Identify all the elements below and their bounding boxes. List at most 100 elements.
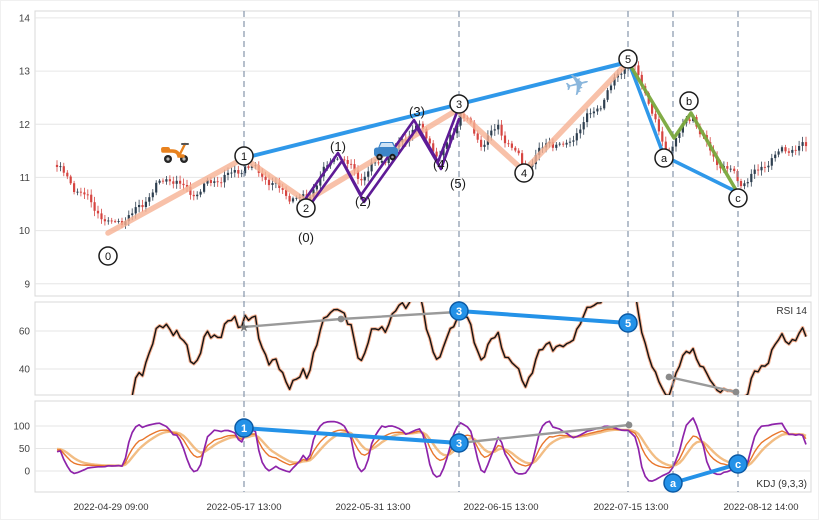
candle-body bbox=[784, 147, 787, 152]
kdj-blue-connector-2[interactable] bbox=[671, 462, 740, 485]
price-panel[interactable] bbox=[34, 10, 812, 297]
candle-body bbox=[179, 180, 182, 184]
scooter-icon-part[interactable] bbox=[161, 149, 185, 158]
subwave-label-0: (0) bbox=[298, 230, 314, 245]
car-icon[interactable] bbox=[374, 142, 398, 161]
candle-body bbox=[370, 162, 373, 172]
rsi-dot-marker-0[interactable] bbox=[337, 315, 345, 323]
kdj-marker-a[interactable]: a bbox=[663, 473, 683, 493]
rsi-blue-connector[interactable] bbox=[457, 309, 630, 325]
wave-marker-3[interactable]: 3 bbox=[449, 94, 469, 114]
kdj-marker-a-part[interactable] bbox=[663, 473, 683, 493]
rsi-dot-marker-1[interactable] bbox=[665, 373, 673, 381]
car-icon-part[interactable] bbox=[379, 143, 395, 147]
candle-body bbox=[770, 158, 773, 166]
candle-body bbox=[100, 213, 103, 220]
rsi-marker-3-part[interactable] bbox=[449, 301, 469, 321]
car-icon-part[interactable] bbox=[378, 155, 381, 159]
candle-body bbox=[380, 160, 383, 163]
candle-body bbox=[746, 182, 749, 184]
rsi-star-marker[interactable]: ★ bbox=[238, 320, 250, 335]
candle-body bbox=[387, 158, 390, 163]
wave-marker-a[interactable]: a bbox=[654, 148, 674, 168]
car-icon-part[interactable] bbox=[391, 155, 394, 159]
wave-marker-0[interactable]: 0 bbox=[98, 246, 118, 266]
scooter-icon[interactable] bbox=[161, 142, 189, 163]
wave-marker-3-part[interactable] bbox=[449, 94, 469, 114]
correction-abc-green-line[interactable] bbox=[628, 63, 738, 192]
kdj-gray-connector[interactable] bbox=[457, 423, 631, 445]
candle-body bbox=[688, 119, 691, 122]
kdj-marker-3-part[interactable] bbox=[449, 433, 469, 453]
candle-body bbox=[377, 162, 380, 164]
kdj-blue-connector-1[interactable] bbox=[242, 426, 461, 445]
scooter-icon-part[interactable] bbox=[178, 142, 187, 156]
kdj-panel[interactable] bbox=[34, 400, 812, 493]
rsi-marker-3[interactable]: 3 bbox=[449, 301, 469, 321]
wave-marker-5-part[interactable] bbox=[618, 49, 638, 69]
rsi-gray-connector-2[interactable] bbox=[667, 375, 738, 394]
wave-marker-4-part[interactable] bbox=[514, 163, 534, 183]
wave-marker-a-part[interactable] bbox=[654, 148, 674, 168]
candle-body bbox=[654, 113, 657, 120]
kdj-marker-3[interactable]: 3 bbox=[449, 433, 469, 453]
candle-body bbox=[456, 125, 459, 134]
scooter-icon-part[interactable] bbox=[182, 157, 186, 161]
candle-body bbox=[637, 65, 640, 75]
candle-body bbox=[780, 147, 784, 152]
candle-body bbox=[449, 134, 452, 143]
candle-body bbox=[261, 172, 264, 177]
candle-body bbox=[798, 146, 801, 151]
kdj-dot-marker-0[interactable] bbox=[625, 421, 633, 429]
wave-marker-b[interactable]: b bbox=[679, 91, 699, 111]
candle-body bbox=[196, 194, 199, 197]
wave-marker-2-part[interactable] bbox=[296, 198, 316, 218]
wave-marker-label-5: 5 bbox=[625, 54, 631, 66]
wave-marker-c-part[interactable] bbox=[728, 188, 748, 208]
candle-body bbox=[86, 194, 89, 196]
rsi-dot-marker-2[interactable] bbox=[732, 388, 740, 396]
wave-marker-1-part[interactable] bbox=[234, 146, 254, 166]
candle-body bbox=[568, 141, 572, 143]
kdj-marker-1-part[interactable] bbox=[234, 418, 254, 438]
candle-body bbox=[117, 221, 120, 222]
rsi-marker-5-part[interactable] bbox=[618, 313, 638, 333]
rsi-marker-label-5: 5 bbox=[625, 318, 631, 330]
kdj-marker-c-part[interactable] bbox=[728, 454, 748, 474]
wave-marker-2[interactable]: 2 bbox=[296, 198, 316, 218]
candle-body bbox=[336, 158, 339, 160]
subwave-zigzag-purple-line-2[interactable] bbox=[308, 117, 461, 207]
subwave-label-1: (1) bbox=[330, 139, 346, 154]
scooter-icon-part[interactable] bbox=[161, 147, 170, 152]
rsi-marker-5[interactable]: 5 bbox=[618, 313, 638, 333]
wave-marker-4[interactable]: 4 bbox=[514, 163, 534, 183]
kdj-marker-1[interactable]: 1 bbox=[234, 418, 254, 438]
kdj-marker-c[interactable]: c bbox=[728, 454, 748, 474]
candle-body bbox=[267, 179, 271, 186]
wave-marker-1[interactable]: 1 bbox=[234, 146, 254, 166]
candle-body bbox=[250, 166, 253, 168]
scooter-icon-part[interactable] bbox=[166, 157, 170, 161]
candle-body bbox=[343, 159, 346, 161]
candle-body bbox=[503, 135, 507, 144]
wave-marker-b-part[interactable] bbox=[679, 91, 699, 111]
wave-marker-5[interactable]: 5 bbox=[618, 49, 638, 69]
wave-marker-c[interactable]: c bbox=[728, 188, 748, 208]
wave-marker-0-part[interactable] bbox=[98, 246, 118, 266]
candle-body bbox=[220, 182, 223, 184]
wave-marker-label-a: a bbox=[661, 153, 668, 165]
rsi-series bbox=[130, 302, 808, 395]
x-axis-label-3: 2022-06-15 13:00 bbox=[463, 502, 538, 513]
kdj-j-line bbox=[56, 417, 807, 482]
kdj-marker-label-a: a bbox=[670, 478, 677, 490]
trend-1-to-5-blue-line[interactable] bbox=[242, 60, 630, 160]
candle-body bbox=[346, 160, 349, 164]
rsi-main-line bbox=[131, 302, 807, 395]
candle-body bbox=[172, 181, 175, 184]
candle-body bbox=[158, 180, 161, 183]
candle-body bbox=[640, 74, 643, 86]
subwave-zigzag-purple-line-1[interactable] bbox=[304, 110, 459, 200]
candle-body bbox=[295, 197, 298, 199]
